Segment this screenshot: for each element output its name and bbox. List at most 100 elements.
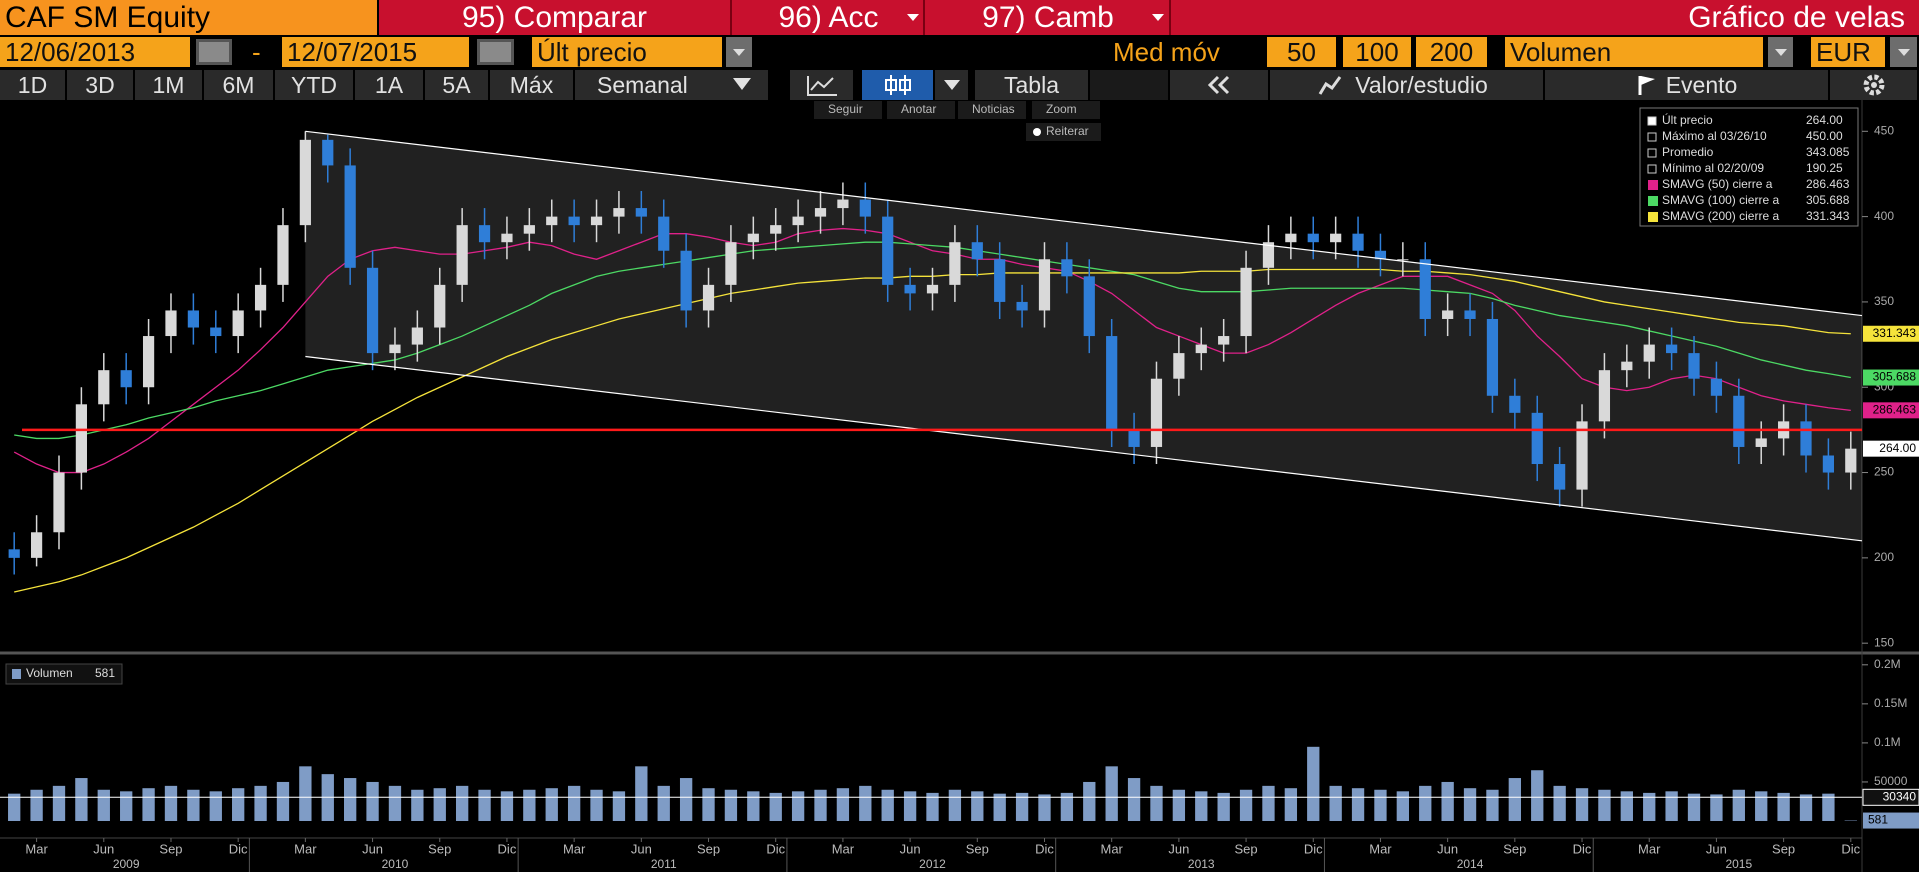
volume-bar	[1374, 789, 1387, 821]
line-chart-button[interactable]	[790, 70, 855, 100]
range-button[interactable]: YTD	[275, 70, 355, 100]
x-tick-label: Dic	[1841, 841, 1860, 856]
candle-body	[1733, 395, 1745, 447]
volume-bar	[612, 791, 626, 821]
dropdown-arrow	[944, 80, 960, 98]
volume-bar	[1038, 794, 1051, 821]
average-box	[1862, 788, 1919, 806]
candle-body	[434, 284, 446, 328]
x-tick-label: Sep	[428, 841, 451, 856]
volume-bar	[344, 778, 357, 821]
volume-bar	[1419, 785, 1432, 821]
study-button[interactable]: Valor/estudio	[1270, 70, 1545, 100]
x-tick-label: Mar	[832, 841, 855, 856]
volume-bar	[657, 785, 670, 821]
candle-body	[859, 199, 871, 217]
dropdown-button[interactable]	[1768, 37, 1793, 67]
volume-bar	[1598, 789, 1611, 821]
range-button[interactable]: 1M	[135, 70, 204, 100]
candle-body	[1554, 464, 1566, 490]
ma-last-box	[1863, 369, 1919, 386]
field-select[interactable]: Últ precio	[532, 37, 722, 67]
range-button[interactable]: 5A	[425, 70, 490, 100]
menu-item[interactable]: 97) Camb	[927, 0, 1171, 35]
volume-bar	[1665, 791, 1678, 821]
range-button[interactable]: 3D	[67, 70, 135, 100]
period-select[interactable]: Semanal	[575, 70, 770, 100]
ticker[interactable]: CAF SM Equity	[0, 0, 377, 35]
trend-line	[305, 130, 1863, 317]
average-label: 30340	[1883, 789, 1917, 803]
candle-body	[210, 327, 222, 337]
volume-bar	[276, 781, 290, 821]
calendar-button[interactable]	[477, 39, 514, 65]
ma-period[interactable]: 50	[1267, 37, 1336, 67]
year-label: 2011	[651, 857, 677, 871]
volume-bar	[1553, 785, 1566, 821]
x-tick-label: Dic	[1304, 841, 1323, 856]
y-tick-label: 400	[1874, 209, 1894, 223]
legend-label: SMAVG (200) cierre a	[1662, 209, 1779, 223]
dropdown-button[interactable]	[726, 37, 752, 67]
settings-button[interactable]	[1830, 70, 1919, 100]
candle-body	[1150, 378, 1163, 447]
year-label: 2013	[1188, 857, 1215, 871]
lower-study[interactable]: Volumen	[1505, 37, 1763, 67]
menu-item[interactable]: 95) Comparar	[379, 0, 732, 35]
tool-button[interactable]	[958, 101, 1026, 119]
ma-last-label: 331.343	[1873, 326, 1917, 340]
candle-chart-button[interactable]	[862, 70, 935, 100]
candle-body	[1262, 242, 1275, 268]
event-button[interactable]: Evento	[1545, 70, 1830, 100]
candle-body	[1330, 233, 1342, 243]
date-separator: -	[252, 37, 261, 67]
x-tick-label: Jun	[362, 841, 383, 856]
range-button[interactable]: 6M	[204, 70, 275, 100]
candle-body	[53, 472, 65, 533]
dropdown-arrow	[733, 78, 751, 99]
ma-period[interactable]: 100	[1343, 37, 1411, 67]
volume-bar	[97, 789, 110, 821]
legend-value: 450.00	[1806, 129, 1843, 143]
table-button[interactable]: Tabla	[975, 70, 1090, 100]
currency[interactable]: EUR	[1811, 37, 1885, 67]
range-button[interactable]: 1D	[0, 70, 67, 100]
x-tick-label: Dic	[498, 841, 517, 856]
volume-legend-swatch	[12, 669, 21, 679]
candle-body	[344, 165, 356, 268]
menu-item[interactable]: 96) Acc	[734, 0, 925, 35]
volume-bar	[948, 789, 962, 821]
volume-bar	[209, 791, 222, 821]
legend-value: 286.463	[1806, 177, 1850, 191]
start-date[interactable]: 12/06/2013	[0, 37, 190, 67]
range-button[interactable]: 1A	[355, 70, 425, 100]
tool-button[interactable]	[814, 101, 882, 119]
x-tick-label: Dic	[229, 841, 248, 856]
end-date[interactable]: 12/07/2015	[282, 37, 469, 67]
candle-body	[1016, 301, 1028, 311]
volume-bar	[1351, 788, 1365, 821]
y-tick-label: 450	[1874, 123, 1894, 137]
candle-body	[1464, 310, 1476, 319]
volume-bar	[545, 788, 558, 821]
dropdown-button[interactable]	[1890, 37, 1917, 67]
range-button[interactable]: Máx	[490, 70, 575, 100]
calendar-button[interactable]	[196, 39, 232, 65]
tool-button[interactable]	[887, 101, 955, 119]
candle-body	[1352, 233, 1364, 251]
candle-body	[1688, 353, 1700, 379]
volume-bar	[500, 791, 514, 821]
volume-bar	[1239, 789, 1253, 821]
volume-bar	[993, 793, 1006, 821]
tool-button[interactable]	[1032, 101, 1100, 119]
candle-body	[1218, 336, 1230, 345]
ma-period[interactable]: 200	[1416, 37, 1487, 67]
tool-label: Anotar	[901, 102, 936, 116]
year-label: 2009	[113, 857, 140, 871]
collapse-button[interactable]	[1170, 70, 1270, 100]
spacer	[1090, 70, 1170, 100]
volume-bar	[679, 778, 693, 821]
candle-body	[30, 532, 43, 558]
repeat-button[interactable]	[1026, 123, 1101, 141]
volume-bar	[52, 785, 66, 821]
